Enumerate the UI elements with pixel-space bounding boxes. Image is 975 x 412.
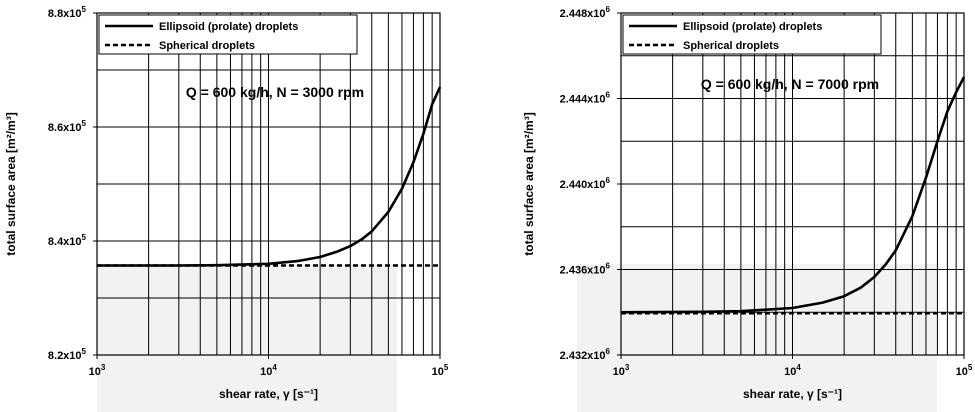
x-axis-label: shear rate, γ [s⁻¹] (743, 387, 842, 401)
legend: Ellipsoid (prolate) droplets Spherical dr… (98, 14, 358, 55)
y-tick-label: 8.4x105 (48, 233, 87, 248)
series-line-1 (620, 76, 966, 314)
y-tick-label: 8.6x105 (48, 119, 87, 134)
background-shade-left (97, 264, 397, 412)
y-tick-label: 2.448x106 (560, 5, 611, 20)
y-axis-label: total surface area [m²/m³] (4, 112, 18, 255)
x-tick-label: 103 (613, 363, 630, 378)
legend-label-2: Spherical droplets (683, 40, 779, 52)
x-tick-label: 104 (784, 363, 801, 378)
legend-label-1: Ellipsoid (prolate) droplets (159, 21, 298, 33)
legend-box (622, 14, 882, 55)
legend-box (98, 14, 358, 55)
chart-panel-1: 103 104 105 8.2x105 8.4x105 8.6x105 8.8x105 she… (4, 5, 449, 401)
x-tick-label: 105 (432, 363, 449, 378)
background-shade-right (577, 264, 937, 412)
x-tick-label: 105 (956, 363, 973, 378)
annotation-label: Q = 600 kg/h, N = 7000 rpm (701, 76, 879, 92)
y-tick-label: 8.8x105 (48, 5, 87, 20)
y-axis-label: total surface area [m²/m³] (522, 112, 536, 255)
grid (97, 13, 440, 355)
grid (621, 13, 964, 355)
legend-label-1: Ellipsoid (prolate) droplets (683, 21, 822, 33)
y-tick-label: 2.436x106 (560, 262, 611, 277)
x-axis-label: shear rate, γ [s⁻¹] (219, 387, 318, 401)
y-tick-label: 8.2x105 (48, 347, 87, 362)
y-tick-label: 2.440x106 (560, 176, 611, 191)
legend: Ellipsoid (prolate) droplets Spherical dr… (622, 14, 882, 55)
annotation-label: Q = 600 kg/h, N = 3000 rpm (186, 84, 364, 100)
legend-label-2: Spherical droplets (159, 40, 255, 52)
y-tick-label: 2.432x106 (560, 347, 611, 362)
y-tick-label: 2.444x106 (560, 91, 611, 106)
chart-panel-2: 103 104 105 2.432x106 2.436x106 2.440x106 2.44… (522, 5, 973, 401)
x-tick-label: 104 (260, 363, 277, 378)
x-tick-label: 103 (89, 363, 106, 378)
